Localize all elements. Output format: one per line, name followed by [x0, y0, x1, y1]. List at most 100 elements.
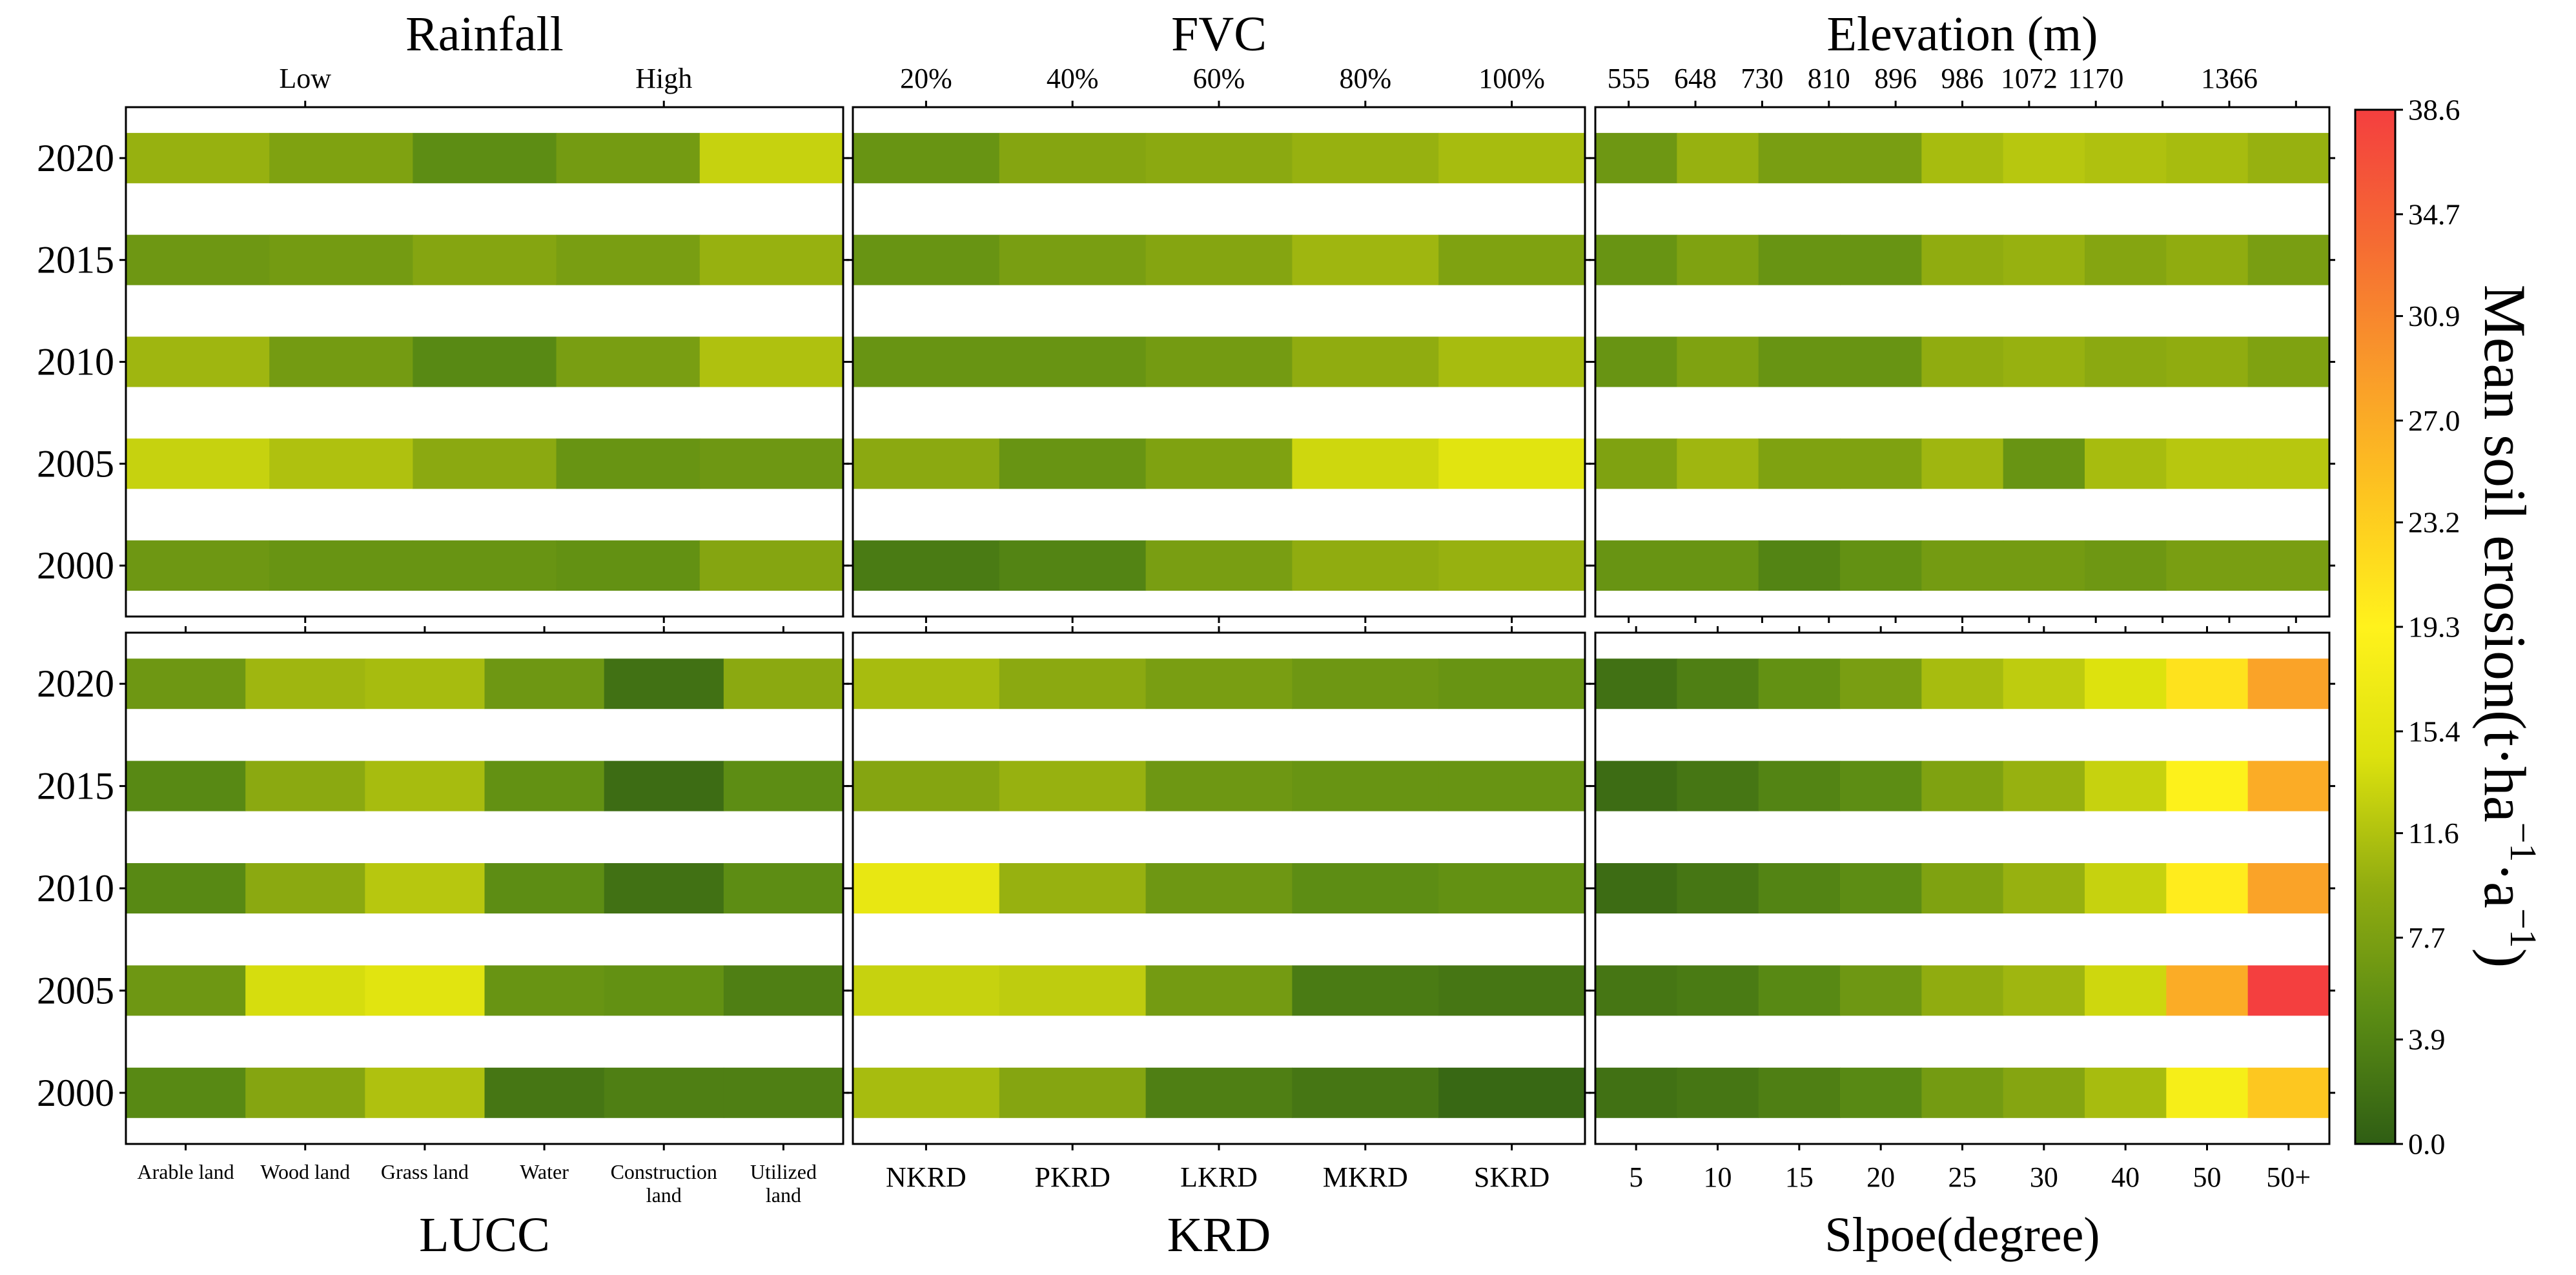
heatmap-cell-rainfall-2005-5	[699, 438, 844, 489]
bottom-tick-label-lkrd: LKRD	[1180, 1161, 1258, 1193]
heatmap-cell-rainfall-2015-1	[126, 234, 270, 285]
top-tick-label-1170: 1170	[2068, 63, 2123, 94]
heatmap-cell-elevation-m-2010-3	[1758, 336, 1841, 387]
heatmap-cell-slpoe-degree-2005-9	[2247, 965, 2330, 1016]
heatmap-cell-lucc-2000-4	[484, 1067, 605, 1118]
heatmap-cell-krd-2015-3	[1145, 760, 1293, 811]
panel-title-krd: KRD	[1167, 1208, 1271, 1262]
panel-slpoe-degree: 5 10 15 20 25 30 40 50 50+ Slpoe(degree)	[1589, 626, 2335, 1262]
colorbar: 38.6 34.7 30.9 27.0 23.2 19.3 15.4 11.6 7.7 3.9 0.…	[2354, 94, 2544, 1161]
heatmap-cell-lucc-2010-6	[723, 863, 844, 913]
heatmap-cell-slpoe-degree-2015-1	[1595, 760, 1677, 811]
heatmap-cell-elevation-m-2020-1	[1595, 132, 1677, 183]
heatmap-cell-lucc-2020-6	[723, 658, 844, 709]
heatmap-cell-fvc-2015-5	[1438, 234, 1586, 285]
heatmap-cell-slpoe-degree-2015-2	[1677, 760, 1759, 811]
heatmap-cell-krd-2000-5	[1438, 1067, 1586, 1118]
top-tick-label-648: 648	[1674, 63, 1717, 94]
heatmap-cell-fvc-2020-2	[999, 132, 1147, 183]
heatmap-cell-slpoe-degree-2020-8	[2166, 658, 2249, 709]
heatmap-cell-elevation-m-2000-2	[1677, 540, 1759, 591]
heatmap-cell-slpoe-degree-2000-6	[2003, 1067, 2085, 1118]
heatmap-cell-fvc-2005-5	[1438, 438, 1586, 489]
heatmap-cell-elevation-m-2005-8	[2166, 438, 2249, 489]
heatmap-cell-rainfall-2015-3	[413, 234, 557, 285]
heatmap-cell-elevation-m-2010-6	[2003, 336, 2085, 387]
heatmap-cell-rainfall-2015-5	[699, 234, 844, 285]
heatmap-cell-slpoe-degree-2020-7	[2085, 658, 2167, 709]
heatmap-cell-rainfall-2020-5	[699, 132, 844, 183]
heatmap-cell-elevation-m-2000-4	[1840, 540, 1922, 591]
heatmap-cell-slpoe-degree-2015-8	[2166, 760, 2249, 811]
heatmap-cell-fvc-2020-1	[853, 132, 1000, 183]
heatmap-cell-krd-2005-2	[999, 965, 1147, 1016]
heatmap-cell-slpoe-degree-2005-1	[1595, 965, 1677, 1016]
heatmap-cell-rainfall-2000-3	[413, 540, 557, 591]
heatmap-cell-rainfall-2000-4	[556, 540, 700, 591]
heatmap-cell-elevation-m-2015-5	[1921, 234, 2004, 285]
heatmap-cell-krd-2015-2	[999, 760, 1147, 811]
bottom-tick-label-15: 15	[1785, 1161, 1814, 1193]
heatmap-cell-rainfall-2020-1	[126, 132, 270, 183]
heatmap-cell-lucc-2000-2	[245, 1067, 365, 1118]
heatmap-cell-elevation-m-2015-6	[2003, 234, 2085, 285]
heatmap-cell-lucc-2005-3	[365, 965, 486, 1016]
heatmap-cell-lucc-2020-3	[365, 658, 486, 709]
heatmap-cell-lucc-2015-5	[604, 760, 724, 811]
heatmap-cell-slpoe-degree-2010-8	[2166, 863, 2249, 913]
heatmap-cell-elevation-m-2020-9	[2247, 132, 2330, 183]
heatmap-cell-slpoe-degree-2020-2	[1677, 658, 1759, 709]
bottom-tick-label-water: Water	[520, 1160, 569, 1183]
heatmap-cell-elevation-m-2005-4	[1840, 438, 1922, 489]
panel-krd: NKRD PKRD LKRD MKRD SKRD KRD	[846, 626, 1591, 1262]
panel-fvc: 20% 40% 60% 80% 100% FVC	[846, 7, 1591, 623]
heatmap-cell-lucc-2020-5	[604, 658, 724, 709]
heatmap-cell-fvc-2020-3	[1145, 132, 1293, 183]
bottom-tick-label-10: 10	[1704, 1161, 1732, 1193]
heatmap-cell-krd-2020-2	[999, 658, 1147, 709]
heatmap-cell-krd-2005-1	[853, 965, 1000, 1016]
colorbar-tick-label-0-0: 0.0	[2408, 1128, 2446, 1161]
heatmap-cell-slpoe-degree-2005-8	[2166, 965, 2249, 1016]
top-tick-label-555: 555	[1608, 63, 1650, 94]
heatmap-cell-rainfall-2005-3	[413, 438, 557, 489]
heatmap-cell-krd-2020-4	[1292, 658, 1439, 709]
heatmap-cell-krd-2000-4	[1292, 1067, 1439, 1118]
bottom-tick-label-5: 5	[1629, 1161, 1643, 1193]
heatmap-cell-rainfall-2020-2	[269, 132, 413, 183]
heatmap-cell-rainfall-2010-1	[126, 336, 270, 387]
heatmap-cell-lucc-2000-3	[365, 1067, 486, 1118]
colorbar-tick-label-3-9: 3.9	[2408, 1023, 2446, 1056]
heatmap-cell-slpoe-degree-2020-6	[2003, 658, 2085, 709]
heatmap-cell-krd-2005-5	[1438, 965, 1586, 1016]
panel-lucc: 2020 2015 2010 2005 2000 Arable land Wood land…	[37, 626, 849, 1262]
heatmap-cell-lucc-2010-2	[245, 863, 365, 913]
heatmap-cell-fvc-2015-4	[1292, 234, 1439, 285]
colorbar-ticks: 38.6 34.7 30.9 27.0 23.2 19.3 15.4 11.6 7.7 3.9 0.…	[2395, 94, 2460, 1161]
heatmap-cell-elevation-m-2000-7	[2085, 540, 2167, 591]
heatmap-cell-lucc-2015-1	[126, 760, 246, 811]
heatmap-cell-elevation-m-2005-5	[1921, 438, 2004, 489]
heatmap-cell-krd-2010-4	[1292, 863, 1439, 913]
top-tick-label-100: 100%	[1478, 63, 1545, 94]
heatmap-cell-lucc-2005-1	[126, 965, 246, 1016]
heatmap-cell-rainfall-2005-2	[269, 438, 413, 489]
panel-title-slpoe-degree: Slpoe(degree)	[1825, 1208, 2100, 1262]
heatmap-cell-elevation-m-2000-9	[2247, 540, 2330, 591]
colorbar-tick-label-23-2: 23.2	[2408, 506, 2460, 539]
heatmap-cell-elevation-m-2020-4	[1840, 132, 1922, 183]
panel-title-fvc: FVC	[1171, 7, 1267, 61]
heatmap-cell-slpoe-degree-2005-7	[2085, 965, 2167, 1016]
heatmap-cell-rainfall-2015-4	[556, 234, 700, 285]
heatmap-cell-elevation-m-2010-8	[2166, 336, 2249, 387]
heatmap-cell-lucc-2020-2	[245, 658, 365, 709]
heatmap-cell-slpoe-degree-2015-6	[2003, 760, 2085, 811]
heatmap-cell-krd-2005-3	[1145, 965, 1293, 1016]
heatmap-cell-lucc-2010-1	[126, 863, 246, 913]
heatmap-cell-elevation-m-2020-5	[1921, 132, 2004, 183]
bottom-tick-label-40: 40	[2111, 1161, 2140, 1193]
heatmap-cell-elevation-m-2000-8	[2166, 540, 2249, 591]
heatmap-cell-slpoe-degree-2015-7	[2085, 760, 2167, 811]
top-tick-label-40: 40%	[1047, 63, 1099, 94]
panel-title-elevation-m: Elevation (m)	[1827, 7, 2098, 61]
